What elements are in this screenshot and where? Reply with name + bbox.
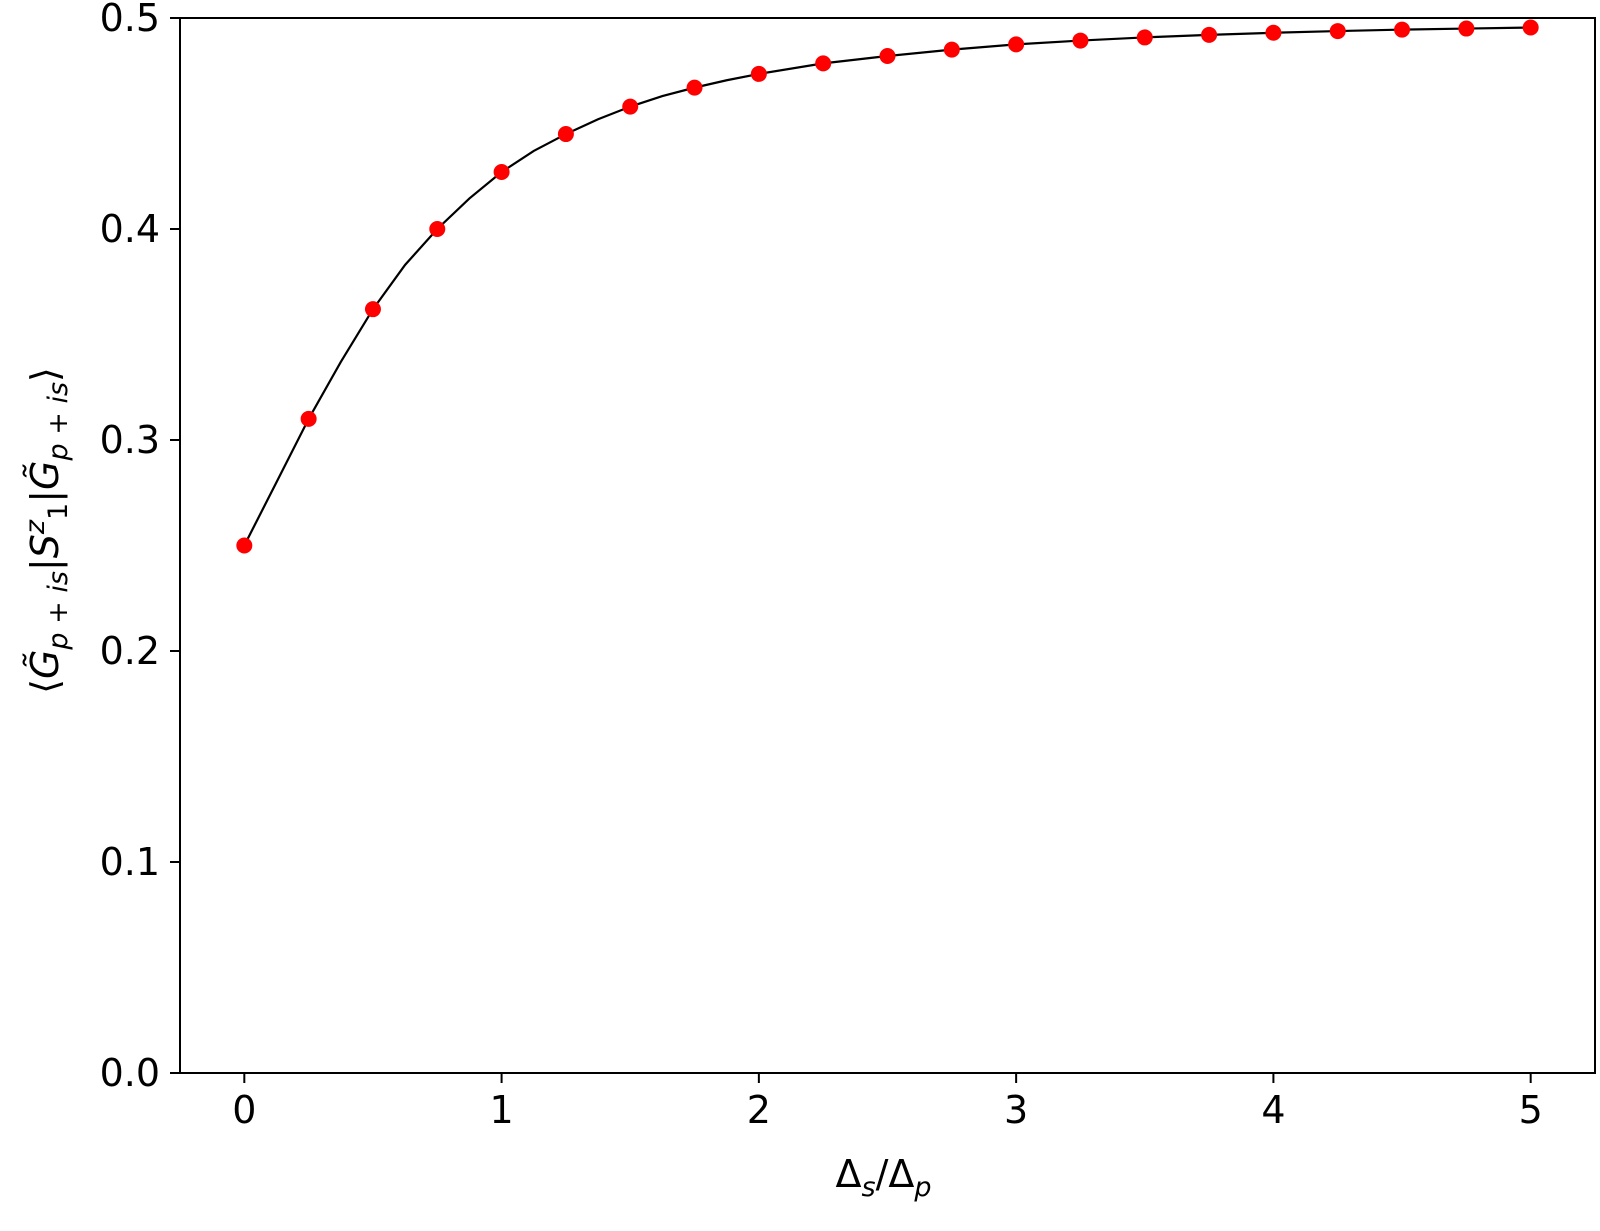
x-axis-label: Δs/Δp	[835, 1152, 931, 1203]
data-point	[943, 41, 960, 58]
data-point	[1458, 20, 1475, 37]
data-point	[1008, 36, 1025, 53]
data-point	[1072, 32, 1089, 49]
data-point	[300, 410, 317, 427]
data-point	[364, 301, 381, 318]
data-point	[1329, 23, 1346, 40]
x-tick-label: 1	[489, 1088, 513, 1132]
axis-label-part: /Δ	[876, 1152, 915, 1196]
axis-label-part: p	[913, 1172, 931, 1203]
x-axis: 0 1 2 3 4 5	[232, 1073, 1543, 1132]
data-point	[557, 126, 574, 143]
y-tick-label: 0.4	[100, 207, 160, 251]
y-tick-label: 0.1	[100, 840, 160, 884]
axis-label-part: |	[23, 490, 68, 503]
x-tick-label: 3	[1004, 1088, 1028, 1132]
x-tick-label: 4	[1261, 1088, 1285, 1132]
axis-label-part: s	[861, 1172, 875, 1203]
plot-frame	[179, 17, 1596, 1074]
axis-label-part: Δ	[835, 1152, 861, 1196]
axis-label-part: ⟩	[23, 367, 67, 382]
y-tick-label: 0.3	[100, 418, 160, 462]
axis-label-part: |	[23, 558, 68, 571]
x-tick-label: 2	[747, 1088, 771, 1132]
data-point	[493, 164, 510, 181]
y-tick-label: 0.5	[100, 0, 160, 40]
axis-label-part: S	[23, 534, 67, 558]
data-point	[429, 221, 446, 237]
data-point	[815, 55, 832, 72]
axis-label-part: 1	[43, 503, 74, 520]
axis-label-part: G̃	[23, 460, 67, 489]
y-tick-label: 0.2	[100, 629, 160, 673]
series-layer	[236, 19, 1539, 554]
y-tick-label: 0.0	[100, 1051, 160, 1095]
data-point	[236, 537, 253, 554]
data-point	[1265, 24, 1282, 41]
x-tick-label: 0	[232, 1088, 256, 1132]
y-axis: 0.0 0.1 0.2 0.3 0.4 0.5	[100, 0, 180, 1095]
data-point	[1136, 29, 1153, 46]
axis-label-part: ⟨	[23, 679, 67, 694]
data-point	[686, 79, 703, 96]
data-point	[1522, 19, 1539, 36]
axis-label-part: p + is	[43, 382, 74, 462]
data-point	[622, 98, 639, 115]
data-point	[879, 47, 896, 64]
axis-label-part: G̃	[23, 650, 67, 679]
axis-label-part: z	[20, 519, 51, 535]
y-axis-label: ⟨G̃p + is|Sz1|G̃p + is⟩	[20, 367, 74, 694]
data-point	[1201, 26, 1218, 43]
data-point	[750, 65, 767, 82]
x-tick-label: 5	[1519, 1088, 1543, 1132]
axis-label-part: p + is	[43, 571, 74, 651]
data-point	[1394, 21, 1411, 38]
